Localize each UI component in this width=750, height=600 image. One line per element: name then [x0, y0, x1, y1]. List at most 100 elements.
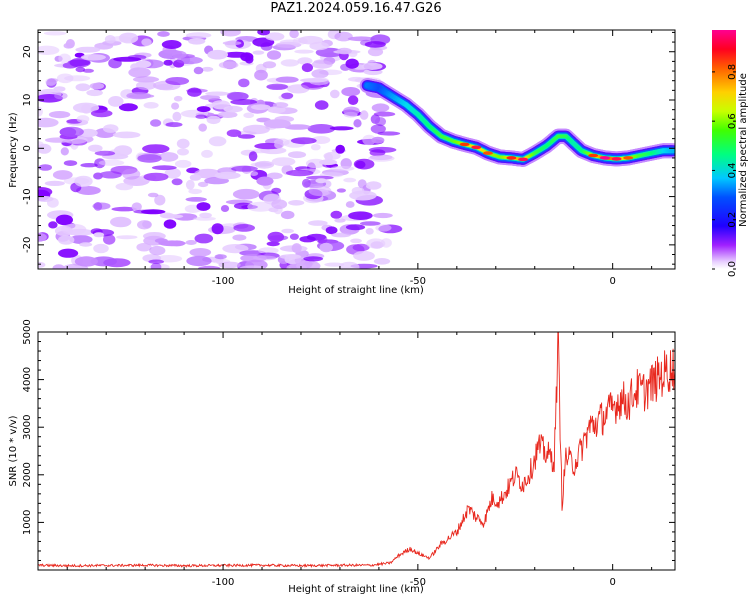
noise-blob	[357, 179, 367, 189]
noise-blob	[249, 127, 267, 133]
noise-blob	[283, 124, 311, 130]
noise-blob	[158, 240, 186, 247]
colorbar-tick-label: 0.8	[727, 64, 738, 80]
noise-blob	[367, 47, 384, 57]
noise-blob	[93, 243, 109, 254]
spectrogram-ticks: -100 -50 0 20 10 0 -10 -20	[22, 30, 675, 287]
noise-blob	[331, 232, 351, 238]
noise-blob	[243, 112, 255, 119]
noise-blob	[336, 47, 352, 55]
noise-blob	[271, 157, 296, 167]
noise-blob	[198, 265, 221, 269]
noise-blob	[82, 68, 95, 73]
noise-blob	[257, 30, 270, 36]
noise-blob	[334, 218, 346, 223]
noise-blob	[131, 202, 142, 211]
noise-blob	[43, 31, 67, 36]
snr-y-axis-label: SNR (10 * v/v)	[8, 415, 19, 486]
noise-blob	[266, 83, 289, 91]
noise-blob	[54, 92, 68, 100]
noise-blob	[336, 188, 346, 193]
noise-blob	[211, 100, 230, 110]
noise-blob	[112, 131, 141, 139]
noise-blob	[116, 235, 138, 240]
noise-blob	[74, 175, 93, 187]
noise-blob	[136, 80, 157, 90]
noise-blob	[38, 117, 59, 128]
noise-blob	[197, 181, 209, 188]
colorbar-tick-label: 0.0	[727, 261, 738, 277]
noise-blob	[267, 231, 285, 243]
noise-blob	[275, 76, 299, 83]
noise-blob	[262, 61, 277, 69]
noise-blob	[57, 235, 75, 245]
noise-blob	[267, 106, 286, 114]
noise-blob	[368, 146, 397, 153]
noise-blob	[238, 78, 250, 88]
noise-blob	[163, 59, 173, 66]
noise-blob	[329, 126, 354, 131]
noise-blob	[218, 61, 239, 69]
noise-blob	[281, 228, 294, 234]
noise-blob	[364, 41, 386, 48]
noise-blob	[75, 46, 101, 53]
noise-blob	[165, 77, 190, 85]
ridge-peak	[471, 145, 482, 150]
noise-blob	[252, 50, 265, 55]
ridge-peak	[623, 156, 634, 160]
noise-blob	[271, 199, 288, 209]
noise-blob	[330, 165, 355, 172]
noise-blob	[171, 102, 180, 110]
noise-blob	[249, 171, 259, 177]
noise-blob	[220, 205, 230, 212]
chart-title: PAZ1.2024.059.16.47.G26	[270, 1, 442, 16]
noise-blob	[211, 223, 224, 235]
noise-blob	[189, 248, 212, 257]
noise-blob	[306, 175, 334, 180]
noise-blob	[171, 50, 187, 59]
noise-blob	[287, 151, 307, 159]
y-tick-label: -20	[22, 237, 33, 253]
noise-blob	[291, 243, 302, 254]
noise-blob	[343, 177, 357, 183]
noise-blob	[324, 262, 345, 267]
snr-frame	[37, 331, 676, 571]
noise-blob	[88, 144, 103, 152]
noise-blob	[90, 256, 117, 267]
noise-blob	[196, 106, 211, 113]
noise-blob	[350, 238, 362, 244]
noise-blob	[353, 250, 375, 261]
noise-blob	[187, 87, 202, 97]
noise-blob	[186, 32, 212, 39]
noise-blob	[368, 155, 395, 162]
colorbar-ticks: 0.0 0.2 0.4 0.6 0.8	[712, 64, 738, 277]
noise-blob	[280, 210, 295, 220]
noise-blob	[247, 201, 274, 212]
noise-blob	[69, 57, 91, 68]
noise-blob	[69, 235, 93, 244]
noise-blob	[143, 102, 159, 109]
noise-blob	[55, 214, 73, 226]
noise-blob	[334, 31, 353, 42]
noise-blob	[185, 240, 197, 245]
noise-blob	[254, 160, 275, 169]
noise-blob	[65, 39, 75, 49]
noise-blob	[48, 221, 58, 229]
noise-blob	[52, 170, 73, 180]
noise-blob	[294, 49, 314, 54]
noise-blob	[98, 159, 125, 166]
noise-blob	[79, 128, 98, 138]
noise-blob	[94, 42, 114, 50]
noise-blob	[193, 66, 204, 75]
noise-blob	[353, 119, 362, 128]
noise-blob	[93, 232, 105, 238]
noise-blob	[186, 255, 212, 267]
noise-blob	[345, 201, 355, 208]
noise-blob	[111, 206, 137, 212]
noise-blob	[314, 100, 329, 110]
noise-blob	[218, 261, 241, 269]
y-tick-label: 3000	[22, 414, 33, 439]
noise-blob	[38, 106, 43, 117]
noise-blob	[199, 212, 212, 219]
